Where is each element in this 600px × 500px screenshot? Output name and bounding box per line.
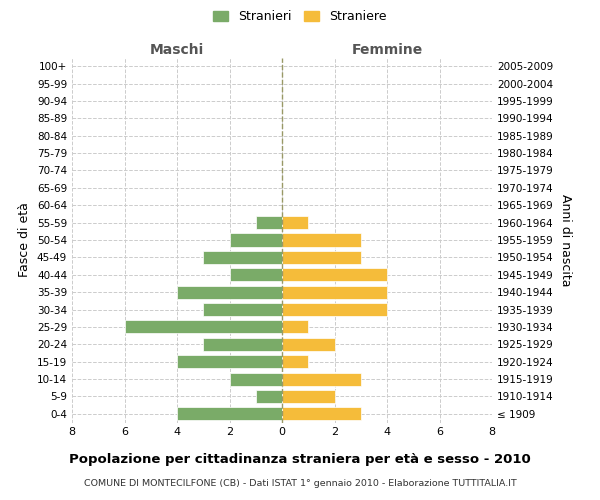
Bar (282, 286, 387, 298)
Bar (229, 268, 282, 281)
Bar (282, 372, 361, 386)
Text: COMUNE DI MONTECILFONE (CB) - Dati ISTAT 1° gennaio 2010 - Elaborazione TUTTITAL: COMUNE DI MONTECILFONE (CB) - Dati ISTAT… (83, 479, 517, 488)
Bar (203, 338, 282, 351)
Bar (282, 355, 308, 368)
Bar (282, 320, 308, 334)
Bar (282, 408, 361, 420)
Y-axis label: Anni di nascita: Anni di nascita (559, 194, 572, 286)
Bar (282, 390, 335, 403)
Bar (177, 408, 282, 420)
Text: Maschi: Maschi (150, 44, 204, 58)
Bar (282, 268, 387, 281)
Bar (282, 234, 361, 246)
Bar (282, 338, 335, 351)
Bar (177, 355, 282, 368)
Bar (177, 286, 282, 298)
Bar (282, 303, 387, 316)
Bar (282, 216, 308, 229)
Text: Popolazione per cittadinanza straniera per età e sesso - 2010: Popolazione per cittadinanza straniera p… (69, 452, 531, 466)
Legend: Stranieri, Straniere: Stranieri, Straniere (209, 6, 391, 26)
Bar (229, 372, 282, 386)
Bar (282, 251, 361, 264)
Bar (256, 390, 282, 403)
Y-axis label: Fasce di età: Fasce di età (19, 202, 31, 278)
Text: Femmine: Femmine (352, 44, 422, 58)
Bar (229, 234, 282, 246)
Bar (256, 216, 282, 229)
Bar (203, 251, 282, 264)
Bar (203, 303, 282, 316)
Bar (125, 320, 282, 334)
